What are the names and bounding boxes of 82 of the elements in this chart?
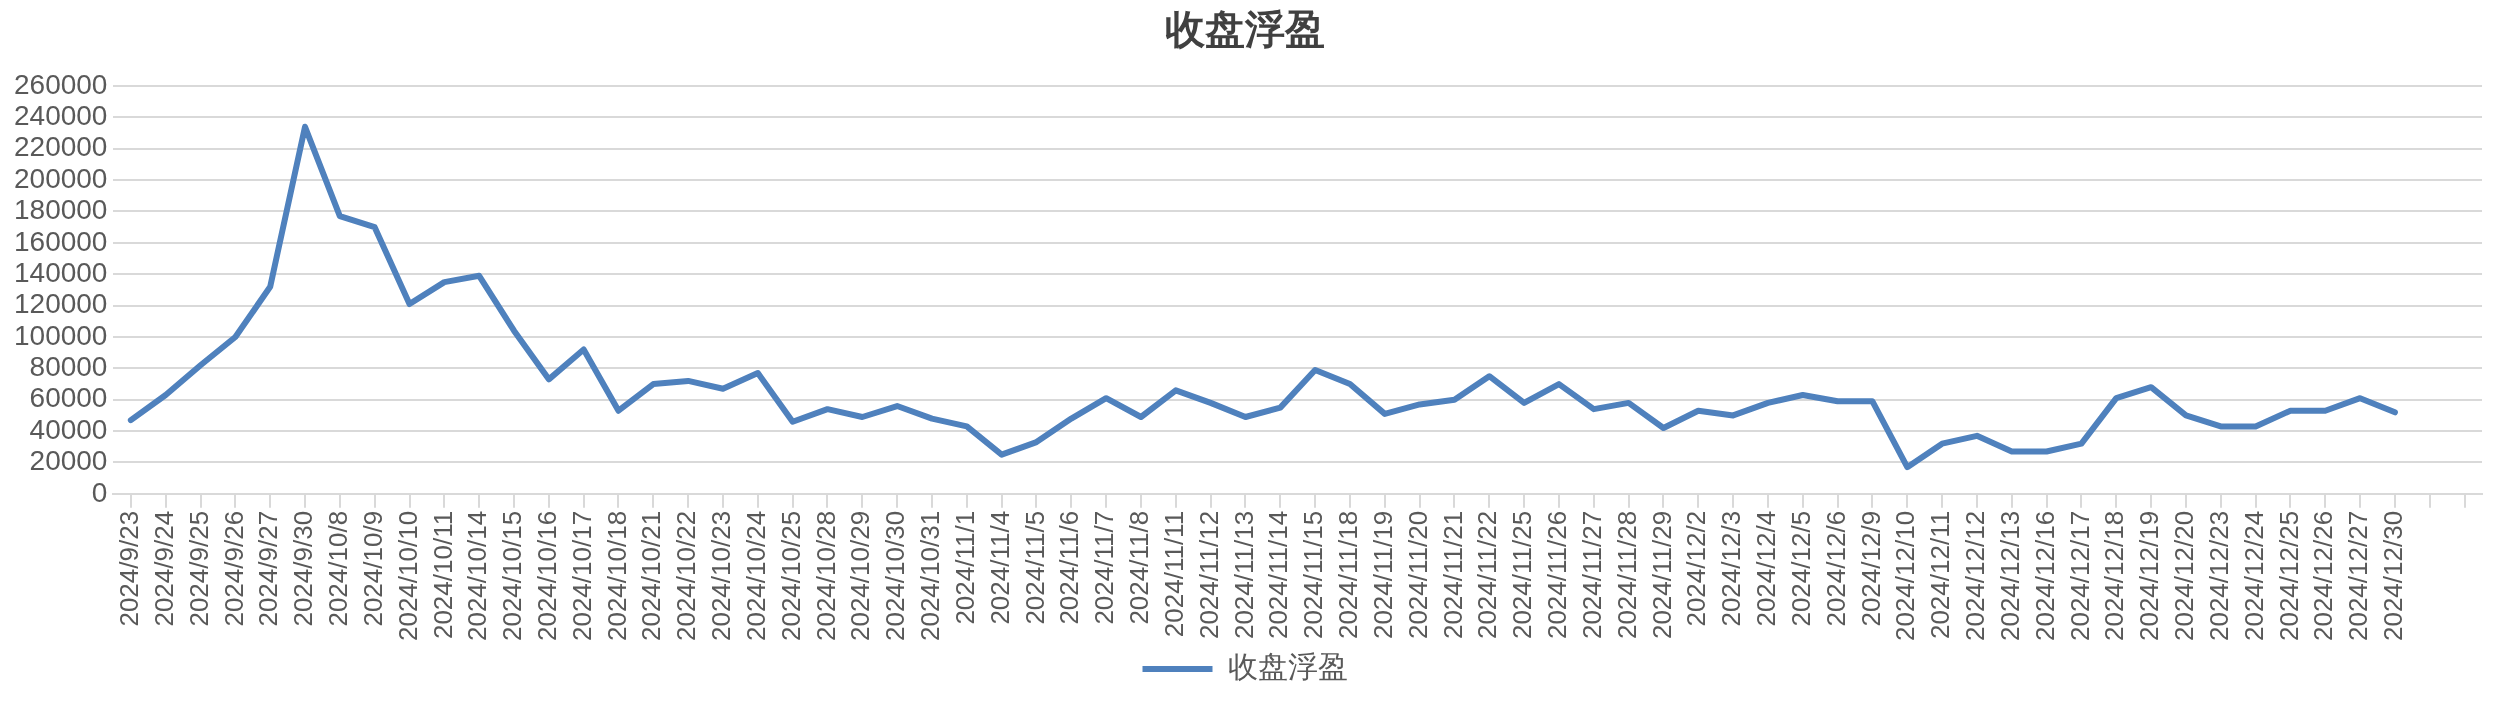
legend-label: 收盘浮盈 <box>1227 650 1348 684</box>
x-tick-label: 2024/10/24 <box>740 510 771 642</box>
x-tick-label: 2024/11/22 <box>1472 510 1503 640</box>
x-tick-label: 2024/11/1 <box>949 510 980 625</box>
x-tick-label: 2024/11/15 <box>1298 510 1329 640</box>
x-tick-label: 2024/11/7 <box>1089 510 1120 625</box>
y-tick-label: 240000 <box>14 100 108 132</box>
x-tick-label: 2024/11/19 <box>1367 510 1398 640</box>
x-tick-label: 2024/11/27 <box>1576 510 1607 640</box>
x-tick-label: 2024/11/28 <box>1611 510 1642 640</box>
x-tick-label: 2024/11/5 <box>1019 510 1050 625</box>
x-tick-label: 2024/12/17 <box>2064 510 2095 642</box>
x-tick-label: 2024/12/10 <box>1890 510 1921 642</box>
x-tick-label: 2024/9/24 <box>148 510 179 627</box>
y-tick-label: 0 <box>91 476 108 508</box>
y-tick-label: 260000 <box>14 68 108 100</box>
x-tick-label: 2024/12/9 <box>1855 510 1886 627</box>
y-tick-label: 80000 <box>29 351 108 383</box>
x-tick-label: 2024/10/16 <box>532 510 562 642</box>
x-tick-label: 2024/12/2 <box>1681 510 1712 627</box>
x-tick-label: 2024/12/6 <box>1820 510 1851 627</box>
x-tick-label: 2024/11/12 <box>1193 510 1224 640</box>
x-tick-label: 2024/10/21 <box>636 510 667 642</box>
x-tick-label: 2024/12/25 <box>2273 510 2304 642</box>
x-tick-label: 2024/9/26 <box>218 510 249 627</box>
x-tick-label: 2024/10/30 <box>880 510 911 642</box>
x-tick-label: 2024/11/14 <box>1263 510 1294 640</box>
x-tick-label: 2024/10/11 <box>427 510 458 640</box>
x-tick-label: 2024/9/30 <box>288 510 319 627</box>
x-tick-label: 2024/10/25 <box>775 510 806 642</box>
x-tick-label: 2024/12/30 <box>2378 510 2409 642</box>
x-tick-label: 2024/11/18 <box>1333 510 1364 640</box>
x-tick-label: 2024/10/14 <box>462 510 493 642</box>
x-tick-label: 2024/12/5 <box>1785 510 1816 627</box>
x-tick-label: 2024/10/22 <box>671 510 702 642</box>
x-tick-label: 2024/12/13 <box>1994 510 2025 642</box>
x-tick-label: 2024/11/8 <box>1124 510 1155 625</box>
x-tick-label: 2024/10/10 <box>392 510 423 642</box>
chart-title: 收盘浮盈 <box>1165 7 1325 52</box>
x-tick-label: 2024/12/11 <box>1925 510 1956 640</box>
x-tick-label: 2024/11/25 <box>1507 510 1538 640</box>
y-tick-label: 40000 <box>29 413 108 445</box>
y-tick-label: 140000 <box>14 256 108 288</box>
x-tick-label: 2024/12/23 <box>2203 510 2234 642</box>
x-tick-label: 2024/12/12 <box>1960 510 1991 642</box>
x-tick-label: 2024/10/15 <box>497 510 528 642</box>
y-tick-label: 100000 <box>14 319 108 351</box>
x-tick-label: 2024/12/24 <box>2238 510 2269 642</box>
x-tick-label: 2024/12/20 <box>2169 510 2200 642</box>
y-tick-label: 200000 <box>14 162 108 194</box>
x-tick-label: 2024/12/27 <box>2343 510 2374 642</box>
x-tick-label: 2024/11/11 <box>1158 510 1189 638</box>
x-tick-label: 2024/12/26 <box>2308 510 2339 642</box>
y-tick-label: 160000 <box>14 225 108 257</box>
x-tick-label: 2024/11/26 <box>1542 510 1573 640</box>
x-tick-label: 2024/10/23 <box>706 510 737 642</box>
x-tick-label: 2024/11/4 <box>984 510 1015 625</box>
x-tick-label: 2024/9/23 <box>114 510 145 627</box>
x-tick-label: 2024/11/20 <box>1402 510 1433 640</box>
x-tick-label: 2024/10/18 <box>601 510 632 642</box>
x-tick-label: 2024/12/16 <box>2029 510 2060 642</box>
x-tick-label: 2024/12/18 <box>2099 510 2130 642</box>
x-tick-label: 2024/12/4 <box>1751 510 1782 627</box>
y-tick-label: 220000 <box>14 131 108 163</box>
x-tick-label: 2024/9/25 <box>183 510 214 627</box>
x-tick-label: 2024/11/21 <box>1437 510 1468 640</box>
x-tick-label: 2024/11/13 <box>1228 510 1259 640</box>
x-tick-label: 2024/10/17 <box>566 510 597 642</box>
x-tick-label: 2024/11/29 <box>1646 510 1677 640</box>
x-tick-label: 2024/11/6 <box>1054 510 1085 625</box>
y-tick-label: 60000 <box>29 382 108 414</box>
x-tick-label: 2024/12/3 <box>1716 510 1747 627</box>
y-tick-label: 20000 <box>29 445 108 477</box>
x-tick-label: 2024/10/8 <box>323 510 354 627</box>
x-tick-label: 2024/10/28 <box>810 510 841 642</box>
y-tick-label: 120000 <box>14 288 108 320</box>
x-tick-label: 2024/10/31 <box>915 510 946 642</box>
x-tick-label: 2024/10/29 <box>845 510 876 642</box>
x-tick-label: 2024/10/9 <box>357 510 388 627</box>
y-tick-label: 180000 <box>14 194 108 226</box>
x-tick-label: 2024/12/19 <box>2134 510 2165 642</box>
x-tick-label: 2024/9/27 <box>253 510 284 627</box>
